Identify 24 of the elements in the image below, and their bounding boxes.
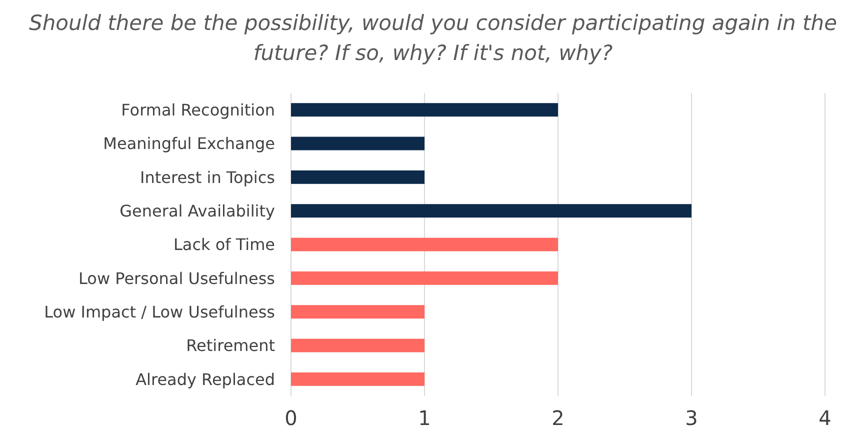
bar xyxy=(291,170,424,184)
y-tick-label: Retirement xyxy=(186,336,275,356)
y-tick-label: Already Replaced xyxy=(136,370,275,389)
y-tick-label: Low Impact / Low Usefulness xyxy=(44,302,275,322)
bar xyxy=(291,204,692,218)
y-tick-label: Interest in Topics xyxy=(140,168,275,187)
y-tick-label: Lack of Time xyxy=(173,235,275,254)
y-tick-label: Low Personal Usefulness xyxy=(78,268,275,288)
x-tick-label: 1 xyxy=(418,406,431,430)
bar xyxy=(291,305,424,319)
bar xyxy=(291,136,424,150)
bar xyxy=(291,338,424,352)
x-tick-label: 2 xyxy=(552,406,564,430)
bar xyxy=(291,238,558,252)
y-tick-label: Meaningful Exchange xyxy=(103,134,275,154)
x-tick-label: 4 xyxy=(818,406,832,430)
x-tick-label: 0 xyxy=(284,406,298,430)
chart-title: Should there be the possibility, would you consider participating again in the future? If so, why? If it's not, why? xyxy=(28,11,838,65)
y-tick-label: General Availability xyxy=(120,201,275,220)
bar xyxy=(291,271,558,285)
y-tick-label: Formal Recognition xyxy=(121,100,275,120)
bar xyxy=(291,372,424,386)
x-tick-label: 3 xyxy=(685,406,698,430)
bar xyxy=(291,103,558,117)
